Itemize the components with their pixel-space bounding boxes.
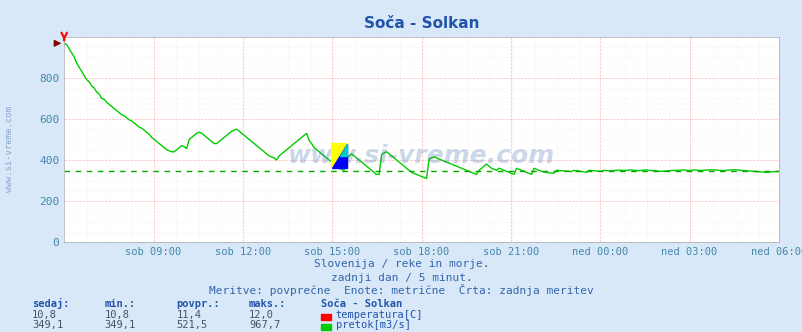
Polygon shape bbox=[331, 143, 347, 168]
Text: 10,8: 10,8 bbox=[104, 310, 129, 320]
Text: 11,4: 11,4 bbox=[176, 310, 201, 320]
Text: 349,1: 349,1 bbox=[32, 320, 63, 330]
Text: Slovenija / reke in morje.: Slovenija / reke in morje. bbox=[314, 259, 488, 269]
Polygon shape bbox=[340, 143, 347, 156]
Text: min.:: min.: bbox=[104, 299, 136, 309]
Text: 521,5: 521,5 bbox=[176, 320, 208, 330]
Title: Soča - Solkan: Soča - Solkan bbox=[363, 16, 479, 31]
Text: zadnji dan / 5 minut.: zadnji dan / 5 minut. bbox=[330, 273, 472, 283]
Text: sedaj:: sedaj: bbox=[32, 298, 70, 309]
Text: www.si-vreme.com: www.si-vreme.com bbox=[5, 106, 14, 193]
Text: Meritve: povprečne  Enote: metrične  Črta: zadnja meritev: Meritve: povprečne Enote: metrične Črta:… bbox=[209, 284, 593, 296]
Polygon shape bbox=[331, 143, 347, 168]
Text: 12,0: 12,0 bbox=[249, 310, 273, 320]
Text: www.si-vreme.com: www.si-vreme.com bbox=[288, 144, 554, 168]
Text: Soča - Solkan: Soča - Solkan bbox=[321, 299, 402, 309]
Text: povpr.:: povpr.: bbox=[176, 299, 220, 309]
Text: 967,7: 967,7 bbox=[249, 320, 280, 330]
Text: pretok[m3/s]: pretok[m3/s] bbox=[335, 320, 410, 330]
Text: 10,8: 10,8 bbox=[32, 310, 57, 320]
Text: maks.:: maks.: bbox=[249, 299, 286, 309]
Text: temperatura[C]: temperatura[C] bbox=[335, 310, 423, 320]
Text: 349,1: 349,1 bbox=[104, 320, 136, 330]
